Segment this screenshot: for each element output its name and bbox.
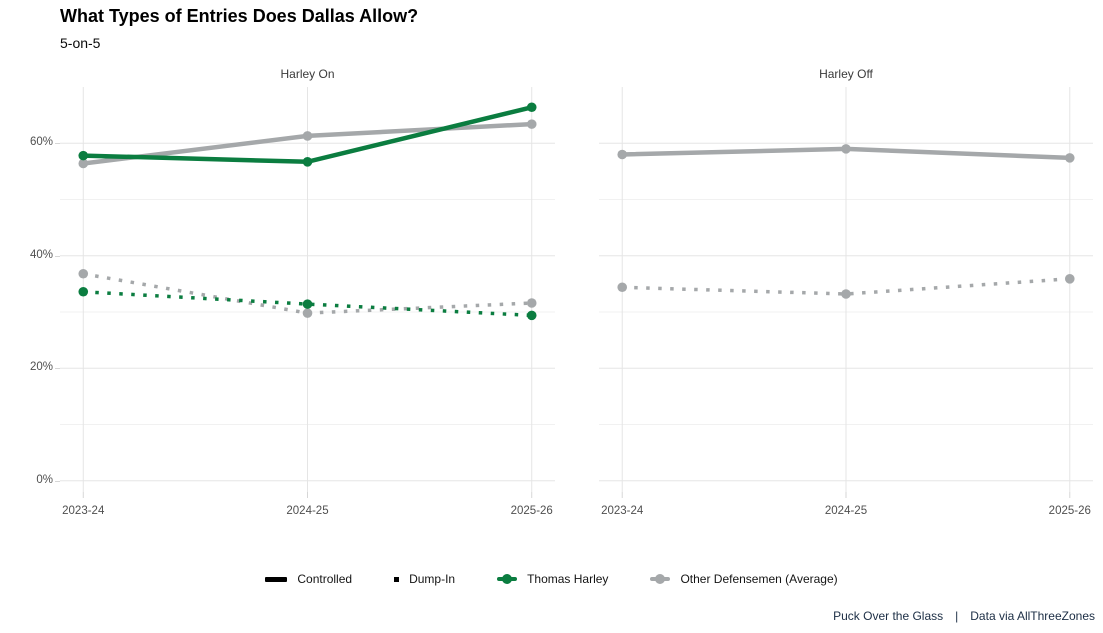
data-point-marker: [841, 144, 851, 154]
x-tick-label: 2025-26: [510, 505, 553, 517]
series-line: [622, 277, 1070, 296]
data-point-marker: [617, 282, 628, 293]
legend-label: Controlled: [297, 572, 353, 586]
panel-title-harley-on: Harley On: [280, 67, 335, 81]
legend-item-thomas-harley: Thomas Harley: [497, 572, 608, 586]
panel-plot-svg: [599, 87, 1093, 498]
panel-plot-svg: [60, 87, 555, 498]
dashed-line-key-icon: [394, 576, 400, 582]
data-point-marker: [302, 157, 313, 167]
plot-panel-harley-on: [60, 87, 555, 498]
data-point-marker: [526, 298, 537, 308]
legend-item-dump-in: Dump-In: [394, 572, 455, 586]
data-point-marker: [302, 131, 313, 141]
data-point-marker: [617, 149, 628, 160]
x-tick-label: 2024-25: [286, 505, 329, 517]
legend-label: Dump-In: [409, 572, 456, 586]
legend-item-other-defensemen: Other Defensemen (Average): [650, 572, 838, 586]
data-point-marker: [78, 150, 89, 161]
y-tick-mark: [55, 480, 60, 482]
legend-label: Other Defensemen (Average): [680, 572, 838, 586]
green-line-dot-key-icon: [497, 574, 518, 585]
data-point-marker: [302, 299, 313, 309]
series-line: [83, 290, 532, 318]
legend-label: Thomas Harley: [527, 572, 609, 586]
y-tick-mark: [55, 143, 60, 145]
data-point-marker: [78, 158, 89, 169]
y-tick-label: 20%: [29, 361, 53, 374]
data-point-marker: [526, 102, 537, 113]
panel-title-harley-off: Harley Off: [819, 67, 873, 81]
x-tick-label: 2023-24: [62, 505, 105, 517]
plot-panel-harley-off: [599, 87, 1093, 498]
footer-source: Puck Over the Glass: [833, 609, 944, 623]
chart-subtitle: 5-on-5: [60, 35, 101, 51]
gray-line-dot-key-icon: [650, 574, 671, 585]
data-point-marker: [841, 289, 851, 299]
data-point-marker: [1064, 153, 1075, 163]
y-axis: 60% 40% 20% 0%: [0, 0, 60, 633]
footer-credit: Data via AllThreeZones: [970, 609, 1095, 623]
y-tick-label: 0%: [36, 473, 53, 486]
y-tick-label: 40%: [29, 248, 53, 261]
y-tick-mark: [55, 368, 60, 370]
solid-line-key-icon: [265, 576, 288, 582]
x-tick-label: 2024-25: [824, 505, 868, 517]
chart-title: What Types of Entries Does Dallas Allow?: [60, 6, 419, 26]
x-tick-label: 2023-24: [601, 505, 644, 517]
data-point-marker: [78, 286, 89, 297]
legend: Controlled Dump-In Thomas Harley Other D…: [0, 566, 1103, 592]
data-point-marker: [526, 119, 537, 129]
x-tick-label: 2025-26: [1048, 505, 1091, 517]
y-tick-mark: [55, 255, 60, 257]
attribution-footer: Puck Over the Glass | Data via AllThreeZ…: [833, 609, 1095, 623]
data-point-marker: [526, 310, 537, 321]
footer-separator: |: [955, 609, 959, 623]
legend-item-controlled: Controlled: [265, 572, 352, 586]
data-point-marker: [302, 308, 313, 318]
y-tick-label: 60%: [29, 136, 53, 149]
data-point-marker: [78, 268, 89, 279]
data-point-marker: [1064, 274, 1075, 284]
